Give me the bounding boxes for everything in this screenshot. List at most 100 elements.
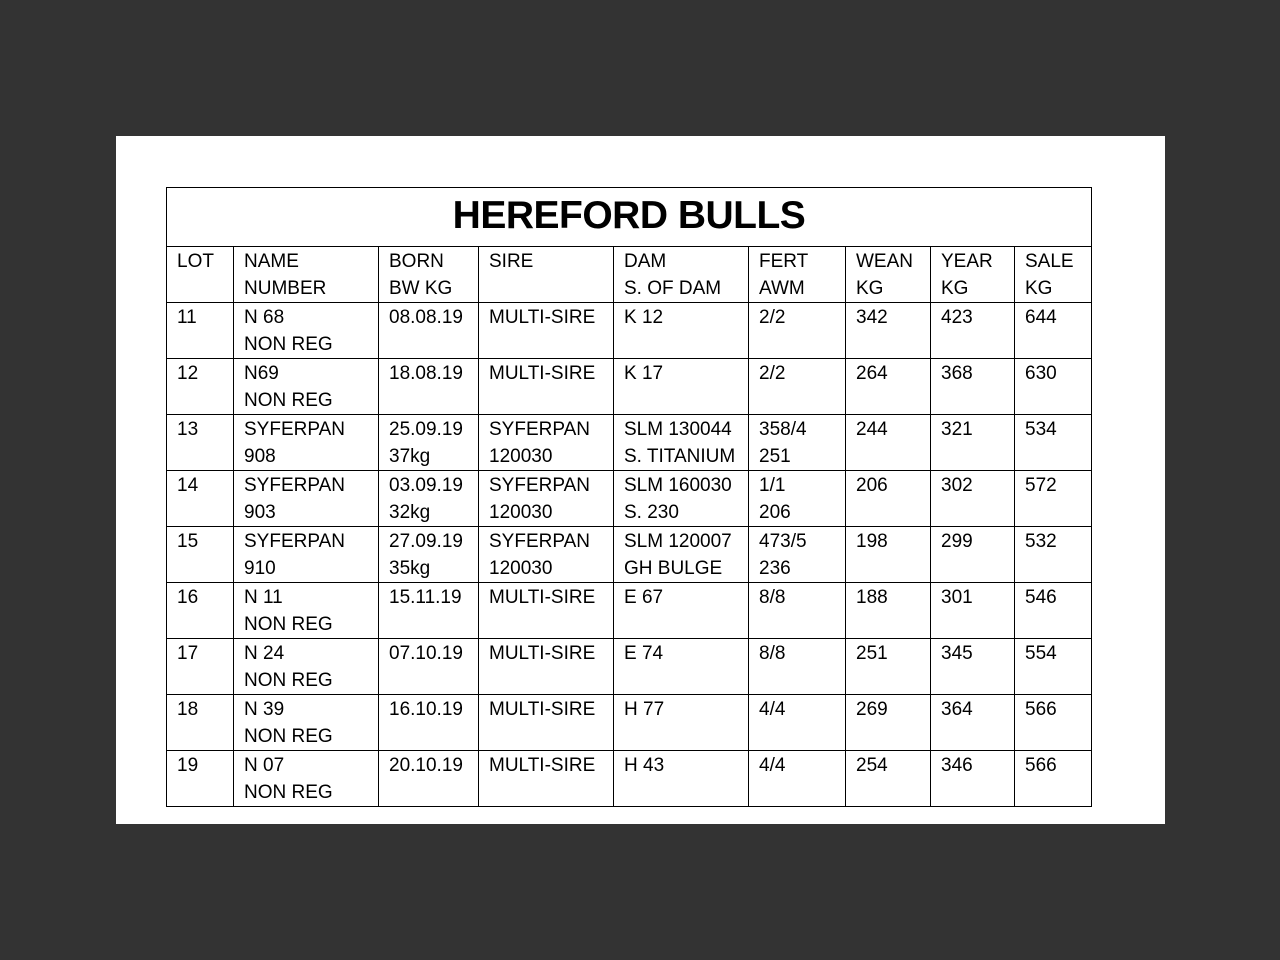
cell-wean-kg: 264 [845, 358, 931, 415]
cell-line: 251 [856, 643, 888, 664]
cell-line: FERT [759, 251, 809, 272]
cell-line: 358/4 [759, 419, 807, 440]
cell-line: 07.10.19 [389, 643, 463, 664]
cell-lot: 13 [166, 414, 234, 471]
cell-line [856, 612, 930, 638]
cell-line [624, 388, 748, 414]
cell-line [941, 724, 1014, 750]
cell-line: 321 [941, 419, 973, 440]
cell-sale-kg: 566 [1014, 750, 1092, 807]
cell-line [177, 612, 233, 638]
cell-line: GH BULGE [624, 557, 723, 579]
cell-sire: MULTI-SIRE [478, 638, 614, 695]
cell-line: NON REG [244, 389, 333, 411]
cell-line: 534 [1025, 419, 1057, 440]
cell-line: BW KG [389, 277, 453, 299]
cell-line: 32kg [389, 501, 431, 523]
cell-line: LOT [177, 251, 214, 272]
cell-line [941, 388, 1014, 414]
cell-line: 345 [941, 643, 973, 664]
cell-name-number: SYFERPAN 910 [233, 526, 379, 583]
cell-sale-kg: 554 [1014, 638, 1092, 695]
header-lot: LOT [166, 246, 234, 303]
cell-year-kg: 364 [930, 694, 1015, 751]
cell-line [624, 612, 748, 638]
cell-line [389, 388, 478, 414]
cell-line: H 43 [624, 755, 665, 776]
cell-line [941, 332, 1014, 358]
cell-line: SLM 120007 [624, 531, 732, 552]
cell-line: SYFERPAN [244, 531, 346, 552]
table-row: 16 N 11 NON REG 15.11.19 MULTI-SIRE E 67 8/8 18… [166, 582, 1092, 639]
cell-line: 120030 [489, 445, 553, 467]
cell-line: 910 [244, 557, 276, 579]
cell-line: 16.10.19 [389, 699, 463, 720]
cell-born-bw: 07.10.19 [378, 638, 479, 695]
cell-born-bw: 25.09.19 37kg [378, 414, 479, 471]
cell-line: 08.08.19 [389, 307, 463, 328]
cell-line: NON REG [244, 725, 333, 747]
cell-line: SLM 160030 [624, 475, 732, 496]
cell-line: N 07 [244, 755, 285, 776]
cell-line: E 67 [624, 587, 664, 608]
cell-line: 346 [941, 755, 973, 776]
cell-line: 8/8 [759, 587, 786, 608]
cell-line: 342 [856, 307, 888, 328]
cell-line [941, 668, 1014, 694]
cell-line: 18 [177, 699, 199, 720]
cell-line [389, 332, 478, 358]
cell-lot: 18 [166, 694, 234, 751]
cell-lot: 15 [166, 526, 234, 583]
cell-line [177, 668, 233, 694]
cell-line: 2/2 [759, 307, 786, 328]
cell-line [489, 780, 613, 806]
cell-line [624, 724, 748, 750]
cell-line: 473/5 [759, 531, 807, 552]
cell-line: 532 [1025, 531, 1057, 552]
cell-fert-awm: 4/4 [748, 750, 846, 807]
cell-born-bw: 18.08.19 [378, 358, 479, 415]
cell-line: 11 [177, 307, 197, 328]
cell-fert-awm: 4/4 [748, 694, 846, 751]
table-row: 13 SYFERPAN 908 25.09.19 37kg SYFERPAN 120030 S… [166, 414, 1092, 471]
cell-line: 198 [856, 531, 888, 552]
cell-wean-kg: 206 [845, 470, 931, 527]
cell-line: 27.09.19 [389, 531, 463, 552]
document-page: HEREFORD BULLS LOT NAME NUMBER BORN BW KG SIR… [116, 136, 1165, 824]
cell-dam: E 67 [613, 582, 749, 639]
cell-line [389, 668, 478, 694]
cell-line [1025, 556, 1091, 582]
header-sire: SIRE [478, 246, 614, 303]
cell-line [489, 388, 613, 414]
cell-line: 14 [177, 475, 199, 496]
cell-line: 25.09.19 [389, 419, 463, 440]
header-dam: DAM S. OF DAM [613, 246, 749, 303]
cell-line: 572 [1025, 475, 1057, 496]
cell-line [856, 388, 930, 414]
cell-line: 15.11.19 [389, 587, 462, 608]
cell-line: NUMBER [244, 277, 327, 299]
cell-sale-kg: 534 [1014, 414, 1092, 471]
cell-born-bw: 08.08.19 [378, 302, 479, 359]
cell-line [856, 332, 930, 358]
table-row: 17 N 24 NON REG 07.10.19 MULTI-SIRE E 74 8/8 25… [166, 638, 1092, 695]
cell-lot: 12 [166, 358, 234, 415]
cell-line: NON REG [244, 669, 333, 691]
cell-sire: MULTI-SIRE [478, 582, 614, 639]
cell-line [1025, 388, 1091, 414]
cell-line: MULTI-SIRE [489, 363, 596, 384]
cell-name-number: SYFERPAN 908 [233, 414, 379, 471]
cell-line [941, 556, 1014, 582]
header-name-number: NAME NUMBER [233, 246, 379, 303]
cell-lot: 19 [166, 750, 234, 807]
cell-line: 630 [1025, 363, 1057, 384]
cell-line [624, 780, 748, 806]
header-sale-kg: SALE KG [1014, 246, 1092, 303]
cell-line [941, 444, 1014, 470]
cell-line: 188 [856, 587, 888, 608]
cell-line: 19 [177, 755, 199, 776]
header-row: LOT NAME NUMBER BORN BW KG SIRE DAM S. OF DAM FE… [166, 246, 1092, 303]
cell-line [177, 556, 233, 582]
cell-line [389, 724, 478, 750]
cell-year-kg: 423 [930, 302, 1015, 359]
